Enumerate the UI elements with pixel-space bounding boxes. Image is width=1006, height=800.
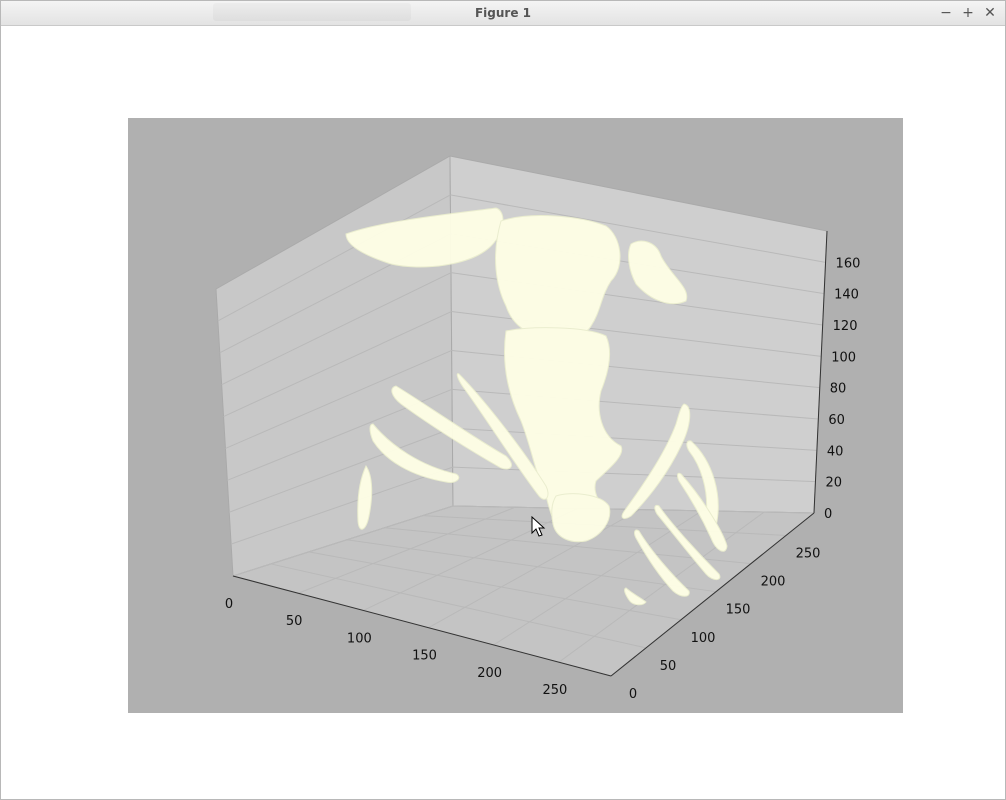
maximize-button[interactable]: + xyxy=(959,4,977,22)
z-tick-label: 80 xyxy=(830,382,847,397)
z-tick-label: 160 xyxy=(836,256,861,271)
grid-line-z-side xyxy=(230,466,453,545)
y-axis-line xyxy=(610,512,815,677)
surface-rib-9 xyxy=(634,529,690,597)
z-tick-label: 100 xyxy=(831,350,856,365)
close-icon: ✕ xyxy=(984,5,996,21)
surface-rib-8 xyxy=(654,504,721,581)
grid-line-z-side xyxy=(221,272,452,386)
x-tick-label: 200 xyxy=(477,666,502,681)
grid-line-z-side xyxy=(225,349,452,449)
figure-canvas: 0 50 100 150 200 250 0 50 100 150 200 250 0 20 40 60 80 1… xyxy=(1,26,1005,799)
grid-line-z-back xyxy=(452,427,817,451)
x-tick-label: 0 xyxy=(225,597,233,612)
title-bar[interactable]: Figure 1 − + ✕ xyxy=(1,1,1005,26)
surface-clavicle-right xyxy=(628,240,688,305)
grid-line-x xyxy=(428,509,640,629)
z-tick-label: 0 xyxy=(824,507,832,522)
grid-line-y xyxy=(384,527,752,565)
x-tick-label: 150 xyxy=(412,649,437,664)
surface-rib-7 xyxy=(677,472,728,552)
x-tick-label: 250 xyxy=(542,683,567,698)
surface-rib-1 xyxy=(391,385,512,470)
y-tick-label: 0 xyxy=(629,687,637,702)
mouse-pointer-icon xyxy=(531,516,546,537)
surface-rib-4 xyxy=(357,465,373,530)
grid-line-z-back xyxy=(452,466,816,483)
surface-mesh xyxy=(345,207,728,606)
title-bar-tab xyxy=(213,3,411,21)
surface-rib-5 xyxy=(621,403,691,519)
surface-rib-2 xyxy=(456,373,549,500)
window-title: Figure 1 xyxy=(474,6,532,20)
z-axis-line xyxy=(813,230,828,514)
z-tick-label: 40 xyxy=(827,444,844,459)
minimize-button[interactable]: − xyxy=(937,4,955,22)
z-tick-label: 140 xyxy=(834,288,859,303)
grid-line-z-side xyxy=(223,311,452,418)
grid-line-z-side xyxy=(232,505,454,577)
surface-clavicle-left xyxy=(345,207,504,268)
close-button[interactable]: ✕ xyxy=(981,4,999,22)
grid-line-z-side xyxy=(217,194,451,322)
x-axis-line xyxy=(232,575,612,677)
plus-icon: + xyxy=(962,5,974,21)
y-tick-label: 250 xyxy=(796,546,821,561)
plot-svg: 0 50 100 150 200 250 0 50 100 150 200 250 0 20 40 60 80 1… xyxy=(215,155,861,702)
surface-spine-upper xyxy=(495,215,621,340)
x-tick-label: 100 xyxy=(347,631,372,646)
z-tick-label: 20 xyxy=(825,476,842,491)
z-tick-label: 120 xyxy=(833,319,858,334)
minus-icon: − xyxy=(940,5,952,21)
grid-line-z-side xyxy=(229,427,453,513)
surface-rib-3 xyxy=(369,423,460,483)
grid-line-x xyxy=(558,511,765,663)
grid-line-y xyxy=(308,551,682,621)
x-tick-label: 50 xyxy=(286,614,303,629)
y-tick-label: 200 xyxy=(761,575,786,590)
grid-line-y xyxy=(346,539,717,593)
surface-fragment xyxy=(624,587,647,606)
grid-line-x xyxy=(493,510,703,646)
tick-labels: 0 50 100 150 200 250 0 50 100 150 200 250 0 20 40 60 80 1… xyxy=(225,256,861,702)
grid-line-x xyxy=(297,506,516,594)
surface-spine-lower xyxy=(551,493,611,543)
y-tick-label: 100 xyxy=(691,631,716,646)
grid-line-z-back xyxy=(450,194,826,263)
z-tick-label: 60 xyxy=(828,413,845,428)
y-tick-label: 50 xyxy=(660,659,677,674)
grid-line-y xyxy=(270,563,647,649)
y-tick-label: 150 xyxy=(726,603,751,618)
